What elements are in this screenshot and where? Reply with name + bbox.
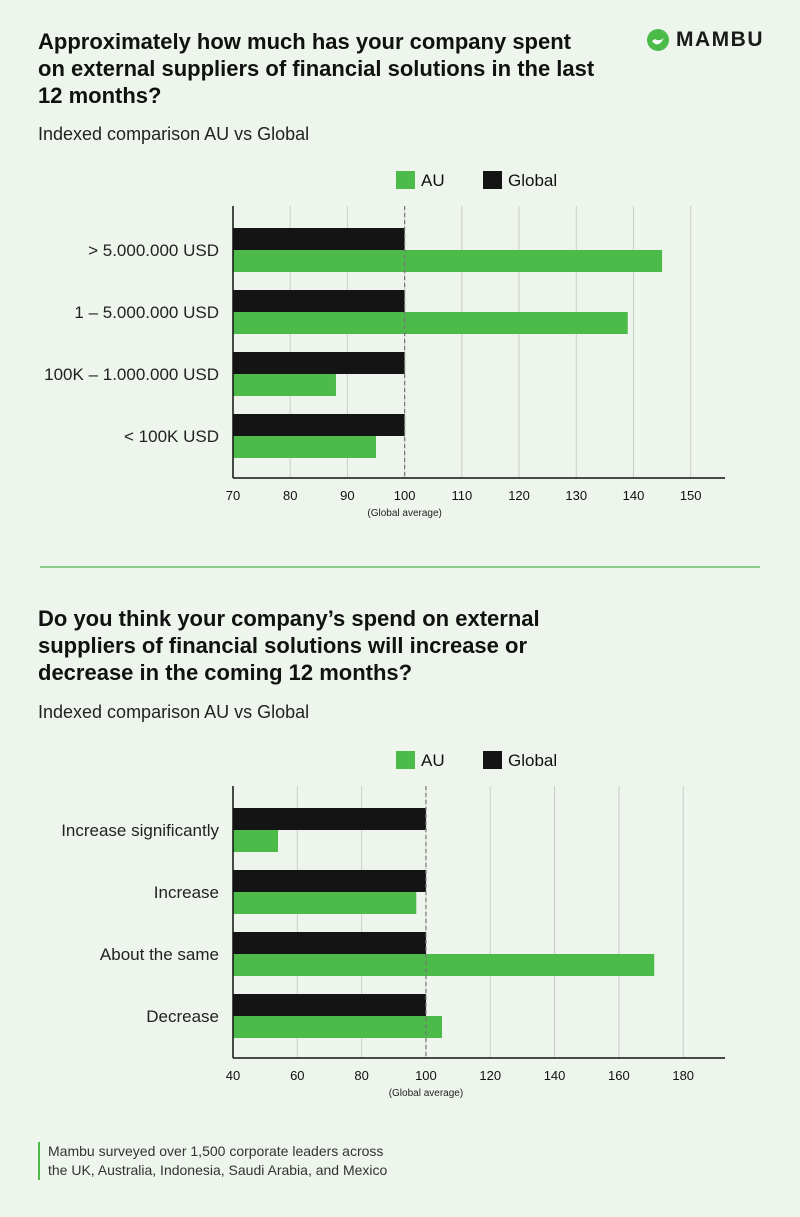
- spend-last-12-months-chart: AU Global > 5.000.000 USD 1 – 5.000.000 USD…: [44, 171, 725, 519]
- bar-global: [233, 870, 426, 892]
- x-tick-label: 90: [340, 488, 354, 503]
- legend-label-global: Global: [508, 751, 557, 770]
- x-tick-label: 180: [672, 1068, 694, 1083]
- bar-au: [233, 1016, 443, 1038]
- x-tick-label: 70: [226, 488, 240, 503]
- x-tick-label: 80: [354, 1068, 368, 1083]
- bar-au: [233, 374, 336, 396]
- chart-1-subtitle: Indexed comparison AU vs Global: [38, 124, 310, 144]
- category-label: < 100K USD: [124, 427, 219, 446]
- global-average-label: (Global average): [389, 1088, 463, 1099]
- x-tick-label: 150: [680, 488, 702, 503]
- spend-outlook-chart: AU Global Increase significantly Increase Ab…: [61, 751, 725, 1099]
- x-tick-label: 140: [623, 488, 645, 503]
- chart-2-title: Do you think your company’s spend on ext…: [38, 606, 540, 685]
- chart-2-subtitle: Indexed comparison AU vs Global: [38, 702, 310, 722]
- section-divider: [40, 566, 760, 568]
- footnote-line-1: Mambu surveyed over 1,500 corporate lead…: [48, 1143, 384, 1159]
- bar-au: [233, 892, 417, 914]
- x-tick-label: 100: [394, 488, 416, 503]
- bar-au: [233, 312, 628, 334]
- legend-label-au: AU: [421, 171, 445, 190]
- chart-1-title: Approximately how much has your company …: [38, 29, 595, 108]
- legend-swatch-global: [483, 751, 502, 769]
- x-tick-label: 130: [565, 488, 587, 503]
- bar-global: [233, 808, 426, 830]
- x-tick-label: 110: [451, 488, 472, 503]
- x-tick-label: 60: [290, 1068, 304, 1083]
- x-tick-label: 140: [544, 1068, 566, 1083]
- legend-label-global: Global: [508, 171, 557, 190]
- x-tick-label: 40: [226, 1068, 240, 1083]
- brand-logo: MAMBU: [646, 28, 764, 52]
- bar-global: [233, 228, 405, 250]
- legend-swatch-global: [483, 171, 502, 189]
- x-tick-label: 160: [608, 1068, 630, 1083]
- global-average-label: (Global average): [367, 508, 441, 519]
- brand-name: MAMBU: [676, 28, 764, 51]
- footnote-line-2: the UK, Australia, Indonesia, Saudi Arab…: [48, 1162, 388, 1178]
- bar-au: [233, 830, 279, 852]
- bar-au: [233, 436, 377, 458]
- legend-label-au: AU: [421, 751, 445, 770]
- legend-swatch-au: [396, 751, 415, 769]
- x-tick-label: 120: [479, 1068, 501, 1083]
- x-tick-label: 100: [415, 1068, 437, 1083]
- legend-swatch-au: [396, 171, 415, 189]
- bar-global: [233, 290, 405, 312]
- bar-global: [233, 994, 426, 1016]
- category-label: > 5.000.000 USD: [88, 241, 219, 260]
- x-tick-label: 120: [508, 488, 530, 503]
- category-label: Increase: [154, 883, 219, 902]
- bar-au: [233, 954, 655, 976]
- bar-global: [233, 414, 405, 436]
- x-tick-label: 80: [283, 488, 297, 503]
- bar-au: [233, 250, 663, 272]
- category-label: Decrease: [146, 1007, 219, 1026]
- category-label: Increase significantly: [61, 821, 219, 840]
- mambu-logo-icon: [647, 29, 670, 51]
- survey-footnote: Mambu surveyed over 1,500 corporate lead…: [38, 1142, 387, 1180]
- category-label: About the same: [100, 945, 219, 964]
- bar-global: [233, 352, 405, 374]
- category-label: 1 – 5.000.000 USD: [74, 303, 219, 322]
- category-label: 100K – 1.000.000 USD: [44, 365, 219, 384]
- bar-global: [233, 932, 426, 954]
